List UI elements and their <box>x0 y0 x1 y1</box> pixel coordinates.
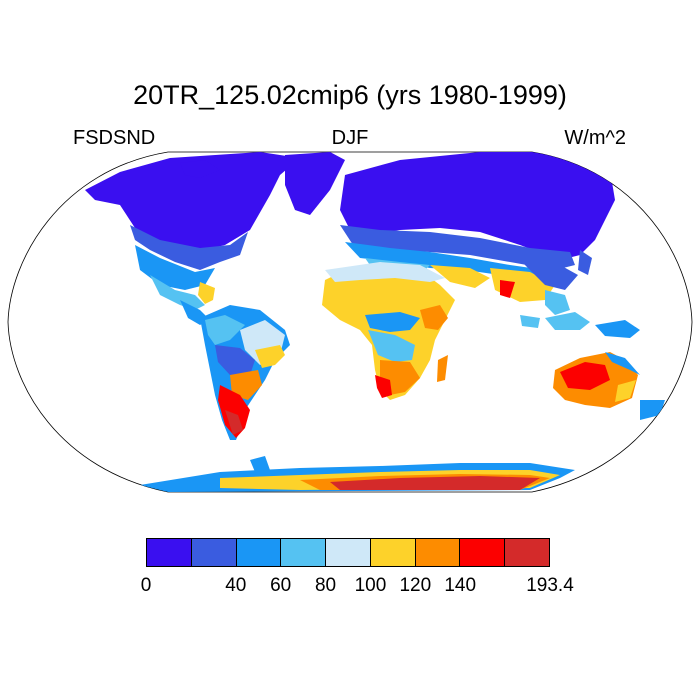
variable-label: FSDSND <box>73 127 156 149</box>
plot-title: 20TR_125.02cmip6 (yrs 1980-1999) <box>133 80 567 110</box>
land-fill <box>85 152 665 492</box>
north-america <box>85 152 345 325</box>
colorbar-box <box>191 539 237 566</box>
colorbar-tick-label: 60 <box>270 575 292 596</box>
units-label: W/m^2 <box>564 127 626 149</box>
colorbar-tick-label: 140 <box>444 575 477 596</box>
colorbar-tick-label: 0 <box>140 575 152 596</box>
southeast-asia <box>520 312 640 338</box>
colorbar-box <box>281 539 327 566</box>
colorbar-box <box>326 539 371 566</box>
season-label: DJF <box>331 127 369 149</box>
colorbar-tick-label: 120 <box>399 575 432 596</box>
colorbar-tick-label: 193.4 <box>526 575 574 596</box>
colorbar-box <box>370 539 416 566</box>
colorbar-tick-label: 40 <box>225 575 247 596</box>
south-america <box>200 305 290 440</box>
eurasia <box>340 152 615 315</box>
colorbar-box <box>147 539 192 566</box>
colorbar-tick-label: 100 <box>354 575 387 596</box>
antarctica <box>140 456 575 492</box>
colorbar-box <box>415 539 461 566</box>
colorbar-tick-label: 80 <box>314 575 337 596</box>
colorbar-box <box>460 539 506 566</box>
colorbar-box <box>505 539 550 566</box>
colorbar <box>146 538 550 567</box>
africa <box>322 262 455 400</box>
colorbar-box <box>236 539 282 566</box>
